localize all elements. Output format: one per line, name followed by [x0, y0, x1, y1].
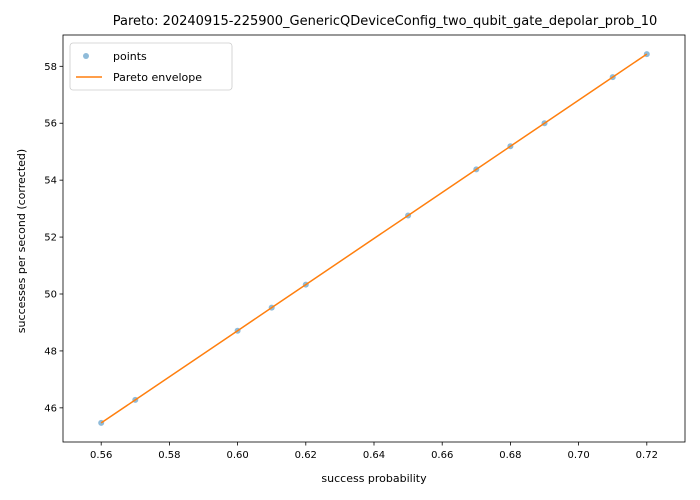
x-tick-label: 0.70	[567, 450, 589, 461]
x-axis-ticks: 0.56 0.58 0.60 0.62 0.64 0.66 0.68 0.70 0.72	[90, 442, 658, 461]
x-tick-label: 0.56	[90, 450, 112, 461]
legend: points Pareto envelope	[69, 42, 233, 91]
pareto-envelope-line	[100, 53, 648, 424]
x-tick-label: 0.68	[499, 450, 521, 461]
y-axis-ticks: 46 48 50 52 54 56 58	[44, 62, 63, 414]
x-tick-label: 0.62	[295, 450, 317, 461]
x-tick-label: 0.60	[226, 450, 248, 461]
legend-label-points: points	[113, 50, 147, 63]
chart-title: Pareto: 20240915-225900_GenericQDeviceCo…	[113, 14, 658, 29]
y-tick-label: 52	[44, 233, 57, 244]
y-tick-label: 46	[44, 403, 57, 414]
x-tick-label: 0.58	[158, 450, 180, 461]
y-tick-label: 56	[44, 119, 57, 130]
legend-label-pareto: Pareto envelope	[113, 71, 202, 84]
y-tick-label: 58	[44, 62, 57, 73]
x-tick-label: 0.64	[363, 450, 385, 461]
x-tick-label: 0.72	[636, 450, 658, 461]
y-tick-label: 54	[44, 176, 57, 187]
y-tick-label: 48	[44, 346, 57, 357]
plot-area	[62, 34, 686, 443]
legend-marker-points	[83, 53, 89, 59]
y-axis-label: successes per second (corrected)	[15, 149, 28, 333]
x-axis-label: success probability	[321, 472, 427, 485]
x-tick-label: 0.66	[431, 450, 453, 461]
legend-box	[69, 42, 233, 91]
y-tick-label: 50	[44, 290, 57, 301]
